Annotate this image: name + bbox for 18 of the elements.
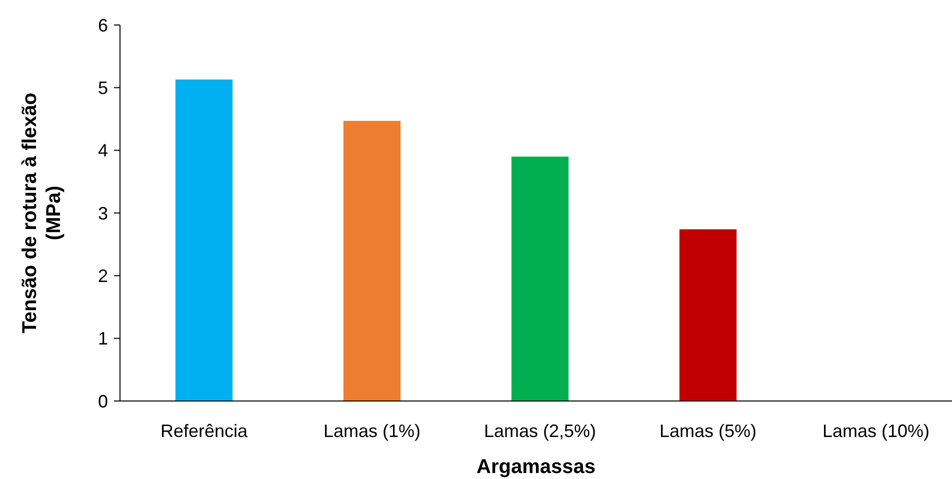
bar (343, 120, 401, 401)
x-axis-title: Argamassas (476, 456, 596, 478)
bar (175, 80, 233, 401)
y-tick-label: 3 (98, 203, 108, 224)
x-tick-label: Lamas (10%) (822, 421, 930, 441)
y-tick-label: 1 (98, 328, 108, 349)
y-tick-label: 5 (98, 78, 108, 98)
bar (679, 229, 737, 401)
bar (511, 156, 569, 401)
x-tick-label: Lamas (2,5%) (484, 421, 596, 441)
x-tick-label: Lamas (1%) (323, 421, 421, 441)
y-tick-label: 0 (98, 391, 108, 412)
y-tick-label: 2 (98, 266, 108, 286)
x-tick-label: Referência (160, 421, 249, 441)
y-tick-label: 6 (98, 15, 108, 36)
y-axis-title: Tensão de rotura à flexão (MPa) (19, 92, 65, 334)
y-tick-label: 4 (98, 140, 108, 161)
x-tick-label: Lamas (5%) (659, 421, 757, 441)
